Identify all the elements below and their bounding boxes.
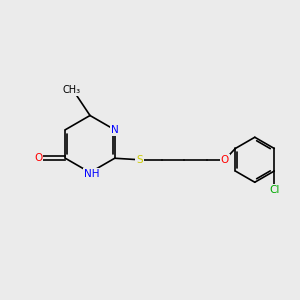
Text: Cl: Cl — [269, 184, 280, 195]
Text: NH: NH — [84, 169, 99, 179]
Text: O: O — [221, 155, 229, 165]
Text: CH₃: CH₃ — [63, 85, 81, 95]
Text: S: S — [136, 155, 142, 165]
Text: O: O — [34, 153, 42, 163]
Text: N: N — [111, 125, 119, 135]
